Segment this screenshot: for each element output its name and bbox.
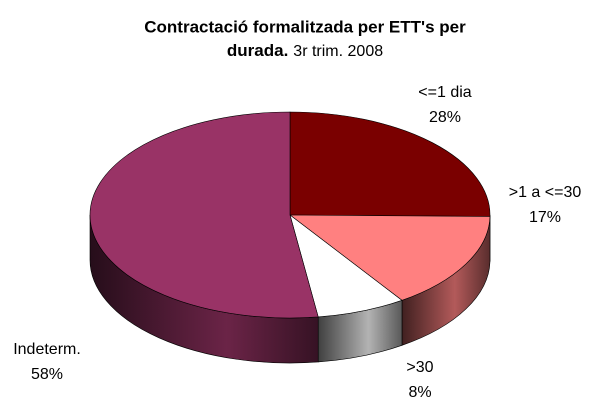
chart-title-line: durada. 3r trim. 2008	[227, 41, 383, 60]
chart-subtitle: 3r trim. 2008	[293, 43, 383, 60]
value-label: 17%	[529, 209, 561, 226]
slice-label: Indeterm.	[13, 341, 81, 358]
slice	[289, 214, 491, 301]
value-label: 58%	[31, 366, 63, 383]
slice-label: <=1 dia	[418, 84, 471, 101]
slice-label: >30	[406, 359, 433, 376]
chart-title: Contractació formalitzada per ETT's per	[144, 17, 466, 36]
slice-label: >1 a <=30	[509, 184, 582, 201]
slice	[289, 111, 491, 217]
value-label: 28%	[429, 109, 461, 126]
slice	[89, 111, 319, 319]
value-label: 8%	[408, 384, 431, 401]
chart-title: durada.	[227, 41, 288, 60]
